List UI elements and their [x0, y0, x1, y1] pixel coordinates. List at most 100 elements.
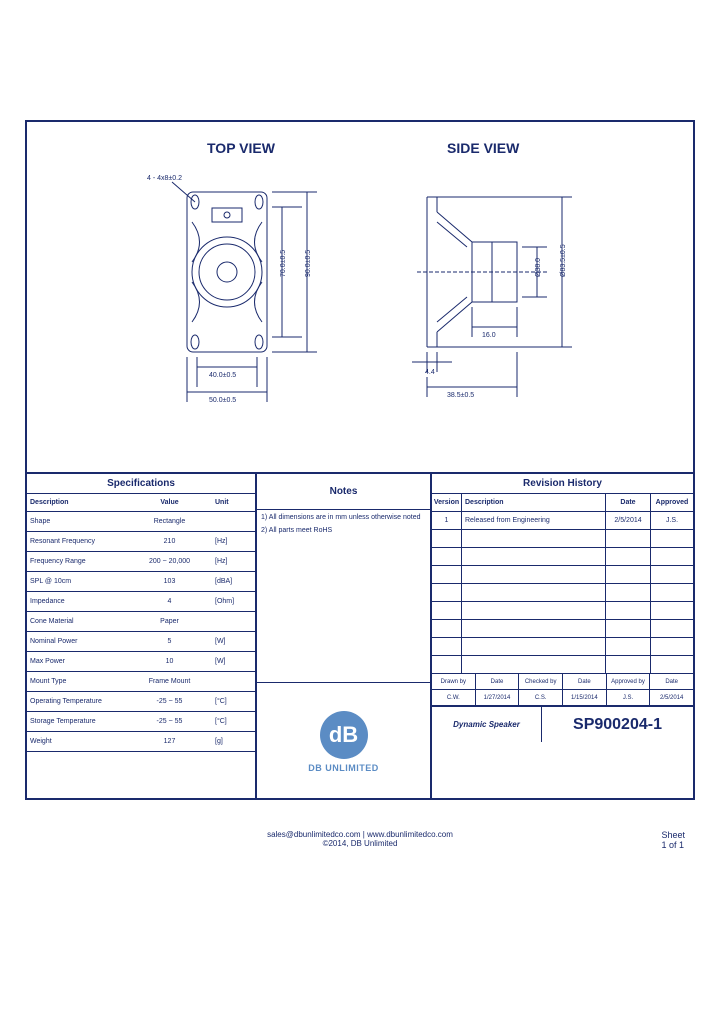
spec-row: Cone MaterialPaper [27, 612, 255, 632]
dim-holes: 4 - 4x8±0.2 [147, 175, 182, 182]
footer-contact: sales@dbunlimitedco.com | www.dbunlimite… [0, 830, 720, 839]
side-view-label: SIDE VIEW [447, 140, 519, 156]
drawing-area: TOP VIEW SIDE VIEW [27, 122, 693, 472]
top-view-drawing: 4 - 4x8±0.2 70.0±0.5 90.0±0.5 40.0±0.5 5… [147, 162, 367, 462]
spec-row: SPL @ 10cm103[dBA] [27, 572, 255, 592]
footer-copyright: ©2014, DB Unlimited [0, 839, 720, 848]
dim-flange: 4.4 [425, 369, 435, 376]
sig-value-cell: C.S. [519, 690, 563, 705]
spec-value: 10 [127, 658, 212, 665]
revision-header-row: Version Description Date Approved [432, 494, 693, 512]
sig-header-cell: Date [476, 674, 520, 689]
spec-row: Resonant Frequency210[Hz] [27, 532, 255, 552]
info-block: Specifications Description Value Unit Sh… [27, 472, 693, 800]
sig-value-cell: 2/5/2014 [650, 690, 693, 705]
spec-desc: Cone Material [27, 618, 127, 625]
note-2: 2) All parts meet RoHS [261, 527, 426, 534]
notes-panel: Notes 1) All dimensions are in mm unless… [257, 474, 432, 800]
spec-row: Nominal Power5[W] [27, 632, 255, 652]
sig-value-cell: J.S. [607, 690, 651, 705]
sheet-label: Sheet [661, 830, 685, 840]
sig-header-cell: Checked by [519, 674, 563, 689]
spec-desc: Operating Temperature [27, 698, 127, 705]
logo-box: dB DB UNLIMITED [257, 682, 430, 800]
spec-unit: [°C] [212, 718, 255, 725]
part-number: SP900204-1 [542, 707, 693, 742]
dim-overall-dia: Ø83.5±0.5 [560, 244, 567, 277]
spec-row: Max Power10[W] [27, 652, 255, 672]
spec-unit: [Hz] [212, 558, 255, 565]
revision-row-empty [432, 548, 693, 566]
signature-block: Drawn byDateChecked byDateApproved byDat… [432, 674, 693, 706]
spec-row: Weight127[g] [27, 732, 255, 752]
revision-title: Revision History [432, 474, 693, 494]
sig-header-cell: Approved by [607, 674, 651, 689]
spec-desc: SPL @ 10cm [27, 578, 127, 585]
dim-w-outer: 50.0±0.5 [209, 397, 236, 404]
specs-title: Specifications [27, 474, 255, 494]
spec-unit: [dBA] [212, 578, 255, 585]
revision-row-empty [432, 584, 693, 602]
spec-value: 127 [127, 738, 212, 745]
top-view-label: TOP VIEW [207, 140, 275, 156]
spec-desc: Storage Temperature [27, 718, 127, 725]
logo-icon: dB [320, 711, 368, 759]
spec-unit: [Ohm] [212, 598, 255, 605]
spec-value: -25 ~ 55 [127, 718, 212, 725]
side-view-drawing: Ø38.0 Ø83.5±0.5 16.0 4.4 38.5±0.5 [397, 162, 657, 462]
spec-desc: Mount Type [27, 678, 127, 685]
spec-value: Frame Mount [127, 678, 212, 685]
logo-text: DB UNLIMITED [308, 763, 379, 773]
spec-desc: Impedance [27, 598, 127, 605]
spec-desc: Weight [27, 738, 127, 745]
revision-panel: Revision History Version Description Dat… [432, 474, 693, 800]
sig-header-cell: Date [650, 674, 693, 689]
revision-row-empty [432, 638, 693, 656]
specifications-panel: Specifications Description Value Unit Sh… [27, 474, 257, 800]
revision-row-empty [432, 620, 693, 638]
revision-row: 1Released from Engineering2/5/2014J.S. [432, 512, 693, 530]
sig-header-cell: Drawn by [432, 674, 476, 689]
sig-header-cell: Date [563, 674, 607, 689]
revision-row-empty [432, 530, 693, 548]
note-1: 1) All dimensions are in mm unless other… [261, 514, 426, 521]
dim-magnet-dia: Ø38.0 [535, 258, 542, 277]
spec-unit: [W] [212, 638, 255, 645]
spec-unit: [W] [212, 658, 255, 665]
spec-value: 4 [127, 598, 212, 605]
specs-header-row: Description Value Unit [27, 494, 255, 512]
sig-value-cell: 1/27/2014 [476, 690, 520, 705]
dim-h-outer: 90.0±0.5 [305, 250, 312, 277]
spec-value: 5 [127, 638, 212, 645]
sig-value-cell: C.W. [432, 690, 476, 705]
spec-value: Paper [127, 618, 212, 625]
dim-depth1: 16.0 [482, 332, 496, 339]
spec-desc: Resonant Frequency [27, 538, 127, 545]
spec-row: Impedance4[Ohm] [27, 592, 255, 612]
spec-value: -25 ~ 55 [127, 698, 212, 705]
spec-row: Frequency Range200 ~ 20,000[Hz] [27, 552, 255, 572]
spec-row: ShapeRectangle [27, 512, 255, 532]
spec-row: Storage Temperature-25 ~ 55[°C] [27, 712, 255, 732]
sheet-value: 1 of 1 [661, 840, 685, 850]
revision-row-empty [432, 566, 693, 584]
spec-row: Mount TypeFrame Mount [27, 672, 255, 692]
spec-desc: Frequency Range [27, 558, 127, 565]
sig-value-row: C.W.1/27/2014C.S.1/15/2014J.S.2/5/2014 [432, 690, 693, 706]
spec-desc: Max Power [27, 658, 127, 665]
spec-value: 210 [127, 538, 212, 545]
spec-row: Operating Temperature-25 ~ 55[°C] [27, 692, 255, 712]
dim-h-inner: 70.0±0.5 [280, 250, 287, 277]
revision-row-empty [432, 656, 693, 674]
spec-value: 200 ~ 20,000 [127, 558, 212, 565]
sig-header-row: Drawn byDateChecked byDateApproved byDat… [432, 674, 693, 690]
title-row: Dynamic Speaker SP900204-1 [432, 706, 693, 742]
notes-body: 1) All dimensions are in mm unless other… [257, 510, 430, 682]
spec-unit: [g] [212, 738, 255, 745]
product-type: Dynamic Speaker [432, 707, 542, 742]
dim-w-inner: 40.0±0.5 [209, 372, 236, 379]
spec-desc: Shape [27, 518, 127, 525]
notes-title: Notes [257, 474, 430, 510]
revision-row-empty [432, 602, 693, 620]
page-footer: sales@dbunlimitedco.com | www.dbunlimite… [0, 830, 720, 848]
